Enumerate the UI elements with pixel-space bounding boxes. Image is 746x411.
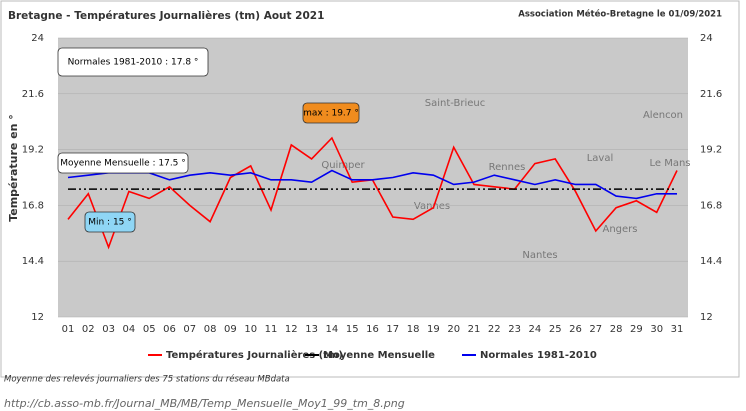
annotation: Min : 15 °: [88, 218, 132, 228]
y-tick-label: 16.8: [22, 200, 44, 211]
x-tick-label: 08: [204, 324, 217, 335]
annotation: Normales 1981-2010 : 17.8 °: [68, 58, 199, 68]
footnote: Moyenne des relevés journaliers des 75 s…: [4, 374, 290, 385]
map-label: Laval: [587, 153, 614, 164]
x-tick-label: 26: [569, 324, 582, 335]
x-tick-label: 21: [468, 324, 481, 335]
x-tick-label: 03: [102, 324, 115, 335]
map-label: Quimper: [321, 160, 365, 171]
x-tick-label: 20: [447, 324, 460, 335]
x-tick-label: 28: [610, 324, 623, 335]
x-tick-label: 01: [62, 324, 75, 335]
y-tick-label: 12: [31, 312, 44, 323]
annotation: Moyenne Mensuelle : 17.5 °: [60, 159, 186, 169]
x-tick-label: 06: [163, 324, 176, 335]
x-tick-label: 10: [244, 324, 257, 335]
source: Association Météo-Bretagne le 01/09/2021: [518, 9, 722, 20]
map-label: Rennes: [489, 162, 526, 173]
legend-label: Normales 1981-2010: [480, 350, 597, 361]
x-tick-label: 22: [488, 324, 501, 335]
x-tick-label: 16: [366, 324, 379, 335]
x-tick-label: 24: [529, 324, 542, 335]
annotation-box: [57, 152, 189, 174]
chart-title: Bretagne - Températures Journalières (tm…: [8, 10, 324, 22]
y2-tick-label: 19.2: [700, 145, 722, 156]
x-tick-label: 29: [630, 324, 643, 335]
y-tick-label: 19.2: [22, 145, 44, 156]
y2-tick-label: 14.4: [700, 256, 722, 267]
x-tick-label: 27: [589, 324, 602, 335]
legend-label: Températures Journalières (tm): [166, 349, 343, 361]
x-tick-label: 13: [305, 324, 318, 335]
plot-area: [58, 38, 688, 317]
x-tick-label: 25: [549, 324, 562, 335]
x-tick-label: 14: [326, 324, 339, 335]
map-label: Vannes: [414, 201, 450, 212]
map-label: Alencon: [643, 110, 683, 121]
x-tick-label: 12: [285, 324, 298, 335]
x-tick-label: 18: [407, 324, 420, 335]
annotation-box: [302, 102, 360, 124]
y2-tick-label: 24: [700, 33, 713, 44]
y2-tick-label: 12: [700, 312, 713, 323]
x-tick-label: 15: [346, 324, 359, 335]
annotation-box: [57, 47, 209, 77]
x-tick-label: 02: [82, 324, 95, 335]
legend-label: Moyenne Mensuelle: [323, 350, 435, 361]
x-tick-label: 31: [671, 324, 684, 335]
x-tick-label: 07: [183, 324, 196, 335]
x-tick-label: 09: [224, 324, 237, 335]
x-tick-label: 17: [386, 324, 399, 335]
y-tick-label: 21.6: [22, 89, 44, 100]
y-tick-label: 14.4: [22, 256, 44, 267]
y-tick-label: 24: [31, 33, 44, 44]
map-label: Le Mans: [649, 158, 690, 169]
x-tick-label: 30: [650, 324, 663, 335]
series-line: [67, 169, 677, 200]
y-axis-label: Température en °: [7, 114, 20, 222]
map-label: Angers: [603, 224, 638, 235]
x-tick-label: 05: [143, 324, 156, 335]
x-tick-label: 11: [265, 324, 278, 335]
annotation-box: [84, 211, 136, 233]
y2-tick-label: 16.8: [700, 200, 722, 211]
annotation: max : 19.7 °: [303, 109, 359, 119]
map-label: Saint-Brieuc: [425, 98, 486, 109]
x-tick-label: 19: [427, 324, 440, 335]
map-label: Nantes: [522, 250, 557, 261]
y2-tick-label: 21.6: [700, 89, 722, 100]
url: http://cb.asso-mb.fr/Journal_MB/MB/Temp_…: [4, 397, 405, 410]
x-tick-label: 23: [508, 324, 521, 335]
x-tick-label: 04: [123, 324, 136, 335]
